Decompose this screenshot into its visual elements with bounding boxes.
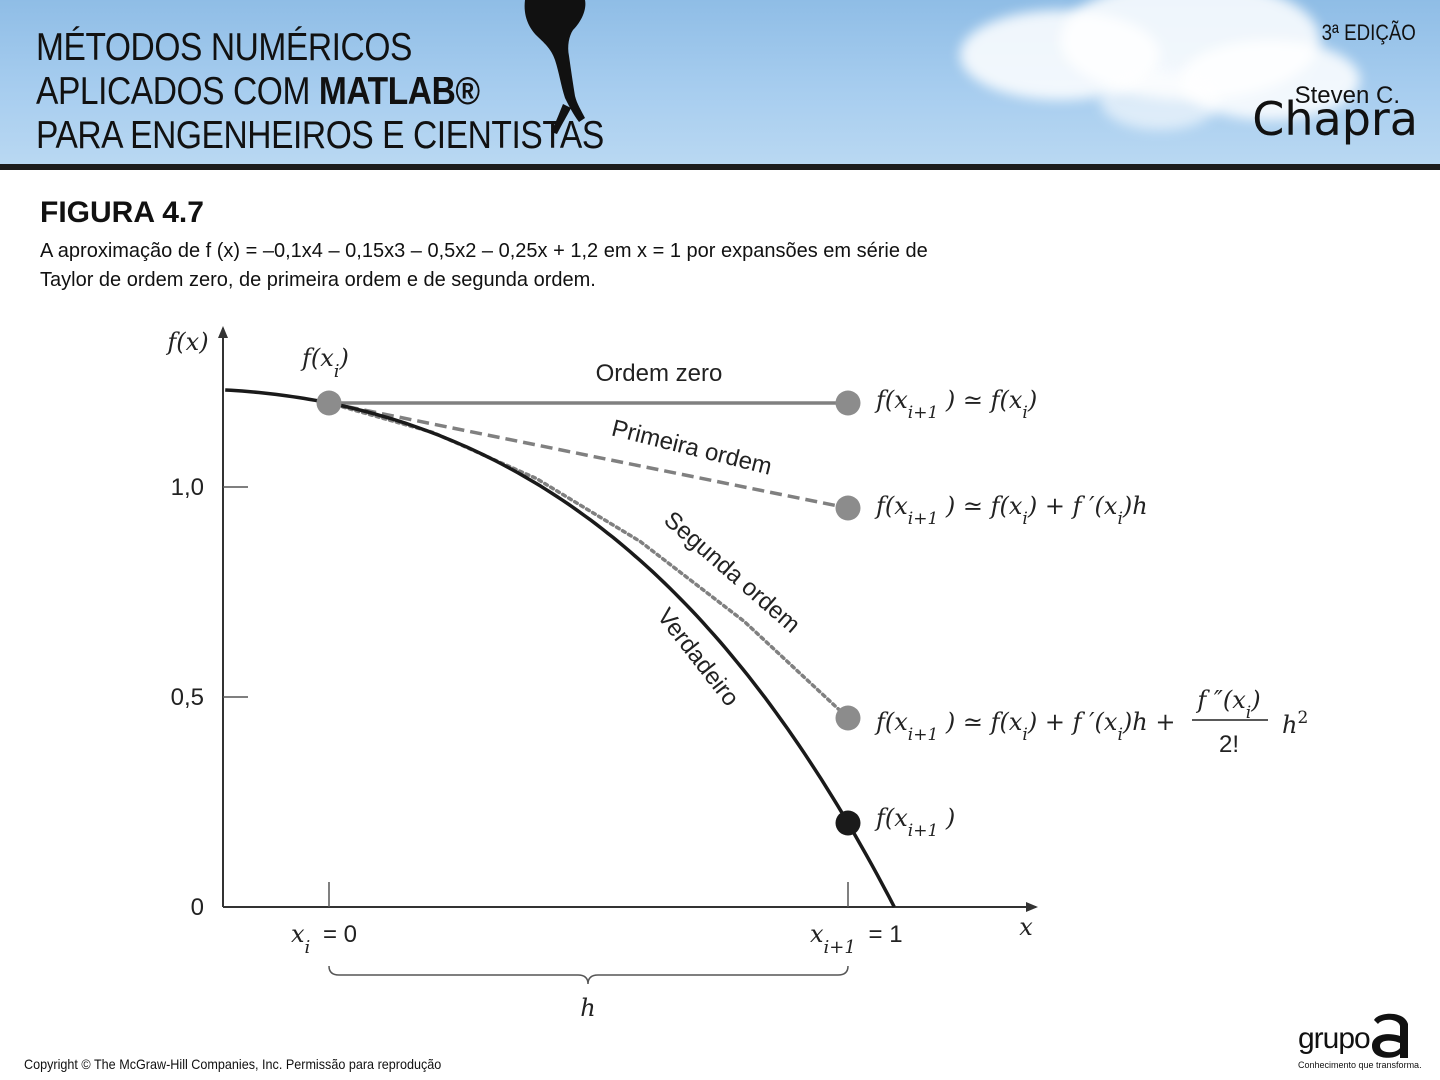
- matlab-brand: MATLAB®: [318, 70, 480, 113]
- svg-text:f(xi+1 ) ≃ f(xi): f(xi+1 ) ≃ f(xi): [874, 386, 1037, 423]
- brace-label-h: h: [580, 994, 595, 1022]
- data-point-4: [835, 810, 861, 836]
- book-title-line-3: PARA ENGENHEIROS E CIENTISTAS: [36, 114, 604, 157]
- series-line-1: [328, 401, 849, 510]
- series-layer: [225, 388, 896, 908]
- y-tick-label: 0,5: [171, 684, 204, 711]
- publisher-logo: grupo Conhecimento que transforma.: [1298, 1010, 1422, 1074]
- series-line-3: [225, 388, 896, 908]
- book-title-line-2-text: APLICADOS COM: [36, 70, 319, 113]
- edition-label: 3ª EDIÇÃO: [1321, 20, 1416, 45]
- author-last-name: Chapra: [1252, 92, 1418, 146]
- svg-text:f(xi+1 ): f(xi+1 ): [874, 804, 955, 841]
- x-tick-label: xi+1 = 1: [810, 920, 903, 958]
- climber-silhouette-image: [524, 0, 586, 134]
- point-layer: [316, 390, 861, 836]
- interval-brace: [328, 965, 849, 985]
- svg-text:h2: h2: [1282, 708, 1308, 739]
- annotation-fxi: f(xi): [300, 344, 349, 382]
- x-tick-label: xi = 0: [291, 920, 357, 958]
- publisher-a-mark-icon: [1372, 1013, 1408, 1058]
- y-axis-label: f(x): [165, 328, 208, 356]
- book-banner: MÉTODOS NUMÉRICOS APLICADOS COM MATLAB® …: [0, 0, 1440, 164]
- data-point-3: [835, 705, 861, 731]
- cloud-decoration: [1100, 70, 1220, 130]
- y-tick-label: 1,0: [171, 474, 204, 501]
- data-point-2: [835, 495, 861, 521]
- book-title-line-1: MÉTODOS NUMÉRICOS: [36, 26, 412, 69]
- svg-text:2!: 2!: [1219, 731, 1239, 758]
- x-tick-group: xi = 0 xi+1 = 1: [291, 882, 903, 958]
- annotation-first-order: f(xi+1 ) ≃ f(xi) + f ′(xi)h: [874, 492, 1148, 529]
- y-tick-group: 0 0,5 1,0: [171, 474, 248, 921]
- book-title-line-2: APLICADOS COM MATLAB®: [36, 70, 604, 114]
- figure-label: FIGURA 4.7: [40, 196, 204, 229]
- publisher-name: grupo: [1298, 1022, 1371, 1055]
- series-line-2: [327, 401, 850, 720]
- annotation-zero-order: f(xi+1 ) ≃ f(xi): [874, 386, 1037, 423]
- svg-text:f ″(xi): f ″(xi): [1195, 686, 1260, 723]
- book-title: MÉTODOS NUMÉRICOS APLICADOS COM MATLAB® …: [36, 26, 696, 158]
- series-label-primeira-ordem: Primeira ordem: [609, 415, 775, 481]
- svg-text:f(xi+1 ) ≃ f(xi) + f ′(xi)h: f(xi+1 ) ≃ f(xi) + f ′(xi)h: [874, 492, 1148, 529]
- annotation-second-order: f(xi+1 ) ≃ f(xi) + f ′(xi)h + f ″(xi) 2!…: [874, 686, 1308, 758]
- annotation-true-value: f(xi+1 ): [874, 804, 955, 841]
- series-label-ordem-zero: Ordem zero: [596, 360, 723, 387]
- publisher-tagline: Conhecimento que transforma.: [1298, 1060, 1422, 1070]
- copyright-notice: Copyright © The McGraw-Hill Companies, I…: [24, 1056, 442, 1072]
- svg-text:f(xi+1 ) ≃ f(xi) + f ′(xi)h: f(xi+1 ) ≃ f(xi) + f ′(xi)h +: [874, 708, 1175, 745]
- y-tick-label: 0: [191, 894, 204, 921]
- data-point-0: [316, 390, 342, 416]
- x-axis-label: x: [1019, 913, 1033, 941]
- data-point-1: [835, 390, 861, 416]
- banner-divider: [0, 164, 1440, 170]
- author-first-name: Steven C.: [1294, 82, 1400, 109]
- figure-caption: A aproximação de f (x) = –0,1x4 – 0,15x3…: [40, 240, 928, 291]
